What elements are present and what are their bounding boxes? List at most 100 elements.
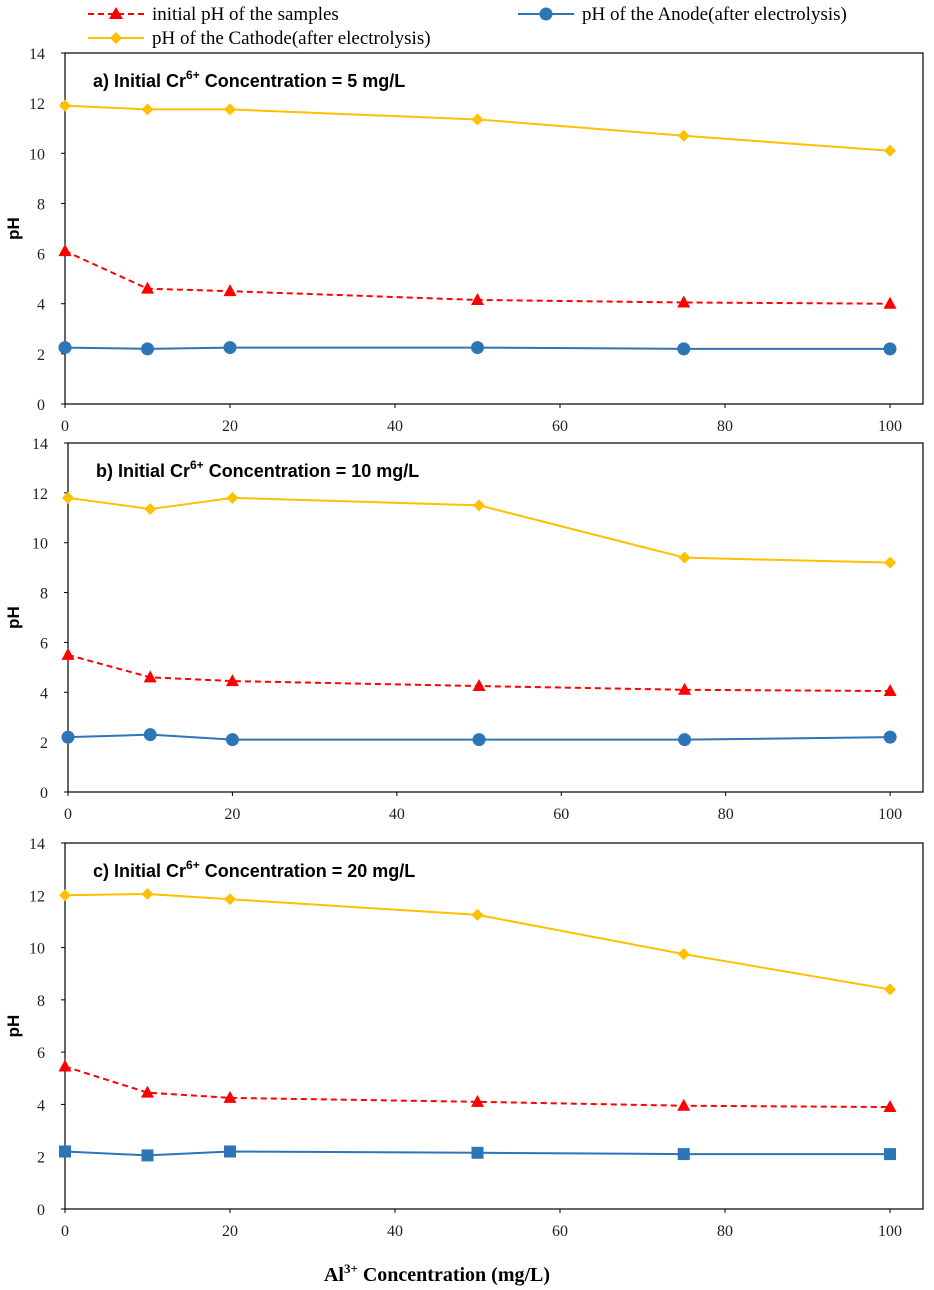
- legend-initial-label: initial pH of the samples: [152, 4, 339, 25]
- legend-initial-marker: [109, 7, 123, 19]
- y-tick-label: 0: [37, 397, 45, 414]
- y-tick-label: 12: [29, 888, 45, 905]
- data-point-anode: [61, 730, 75, 744]
- x-tick-label: 60: [552, 1223, 568, 1240]
- data-point-anode: [143, 728, 157, 742]
- x-tick-label: 20: [222, 418, 238, 435]
- data-point-initial: [678, 682, 692, 695]
- series-line-initial: [67, 653, 891, 693]
- data-point-cathode: [678, 551, 691, 564]
- series-line-cathode: [64, 104, 891, 152]
- y-tick-label: 10: [29, 941, 45, 958]
- x-tick-label: 80: [718, 806, 734, 823]
- data-point-cathode: [141, 887, 154, 900]
- data-point-initial: [471, 1094, 484, 1107]
- y-tick-label: 2: [40, 735, 48, 752]
- data-point-cathode: [884, 983, 896, 996]
- data-point-cathode: [677, 948, 690, 961]
- panel-title: b) Initial Cr6+ Concentration = 10 mg/L: [96, 458, 419, 481]
- data-point-anode: [141, 1149, 154, 1162]
- y-tick-label: 6: [37, 247, 45, 264]
- data-point-initial: [472, 679, 486, 692]
- plot-frame: [64, 52, 924, 405]
- series-line-anode: [64, 346, 890, 350]
- plot-frame: [64, 842, 924, 1210]
- x-tick-label: 100: [878, 418, 902, 435]
- data-point-anode: [58, 341, 72, 355]
- x-tick-label: 0: [64, 806, 72, 823]
- y-tick-label: 10: [32, 536, 48, 553]
- data-point-initial: [58, 1059, 72, 1072]
- x-tick-label: 20: [222, 1223, 238, 1240]
- data-point-anode: [141, 342, 154, 356]
- data-point-cathode: [884, 556, 897, 569]
- y-tick-label: 2: [37, 1150, 45, 1167]
- data-point-cathode: [471, 908, 484, 921]
- y-axis-label: pH: [4, 1015, 23, 1038]
- data-point-anode: [677, 342, 691, 356]
- data-point-cathode: [473, 499, 486, 512]
- legend-cathode-marker: [110, 32, 122, 44]
- data-point-cathode: [471, 113, 484, 126]
- y-axis-label: pH: [4, 217, 23, 240]
- data-point-anode: [471, 1146, 484, 1159]
- data-point-anode: [225, 733, 239, 747]
- series-line-cathode: [64, 892, 891, 991]
- y-tick-label: 8: [37, 993, 45, 1010]
- y-tick-label: 8: [37, 196, 45, 213]
- data-point-initial: [677, 1098, 691, 1111]
- legend: initial pH of the samples pH of the Anod…: [88, 4, 847, 49]
- data-point-cathode: [141, 103, 154, 116]
- series-line-cathode: [67, 496, 891, 564]
- x-tick-label: 60: [552, 418, 568, 435]
- x-tick-label: 40: [389, 806, 405, 823]
- series-line-anode: [67, 733, 891, 741]
- data-point-initial: [143, 670, 157, 683]
- data-point-cathode: [224, 103, 236, 116]
- y-tick-label: 6: [40, 635, 48, 652]
- y-tick-label: 4: [40, 685, 48, 702]
- x-tick-label: 100: [878, 1223, 902, 1240]
- x-tick-label: 60: [553, 806, 569, 823]
- legend-cathode-label: pH of the Cathode(after electrolysis): [152, 28, 431, 49]
- x-tick-label: 0: [61, 418, 69, 435]
- y-tick-label: 12: [32, 486, 48, 503]
- data-point-anode: [883, 730, 897, 744]
- data-point-initial: [883, 684, 897, 697]
- x-tick-label: 40: [387, 1223, 403, 1240]
- data-point-initial: [883, 1100, 897, 1113]
- legend-anode-label: pH of the Anode(after electrolysis): [582, 4, 847, 25]
- chart-panel-0: 0 2 4 6 8 10 12 14 0 20 40 60 80 100 pH a) Initial Cr6+…: [4, 46, 924, 435]
- data-point-anode: [472, 733, 486, 747]
- data-point-cathode: [224, 893, 236, 906]
- data-point-cathode: [59, 889, 71, 902]
- data-point-cathode: [677, 129, 690, 142]
- y-tick-label: 4: [37, 297, 45, 314]
- data-point-anode: [224, 1145, 236, 1158]
- y-tick-label: 8: [40, 586, 48, 603]
- data-point-anode: [59, 1145, 71, 1158]
- x-axis-label: Al3+ Concentration (mg/L): [324, 1261, 550, 1286]
- series-line-initial: [64, 1065, 891, 1109]
- x-tick-label: 20: [224, 806, 240, 823]
- x-tick-label: 0: [61, 1223, 69, 1240]
- series-line-initial: [64, 250, 891, 305]
- data-point-cathode: [144, 503, 157, 516]
- x-tick-label: 80: [717, 418, 733, 435]
- panel-title: a) Initial Cr6+ Concentration = 5 mg/L: [93, 68, 405, 91]
- data-point-initial: [225, 674, 239, 687]
- plot-frame: [67, 442, 924, 793]
- data-point-initial: [223, 284, 237, 297]
- data-point-cathode: [62, 491, 74, 504]
- y-tick-label: 14: [29, 836, 45, 853]
- legend-anode-marker: [539, 7, 553, 21]
- y-tick-label: 14: [29, 46, 45, 63]
- y-tick-label: 14: [32, 436, 48, 453]
- data-point-initial: [141, 281, 154, 294]
- data-point-cathode: [59, 99, 71, 112]
- panel-title: c) Initial Cr6+ Concentration = 20 mg/L: [93, 858, 415, 881]
- y-tick-label: 0: [40, 785, 48, 802]
- data-point-initial: [883, 296, 897, 309]
- y-tick-label: 10: [29, 146, 45, 163]
- data-point-anode: [678, 733, 692, 747]
